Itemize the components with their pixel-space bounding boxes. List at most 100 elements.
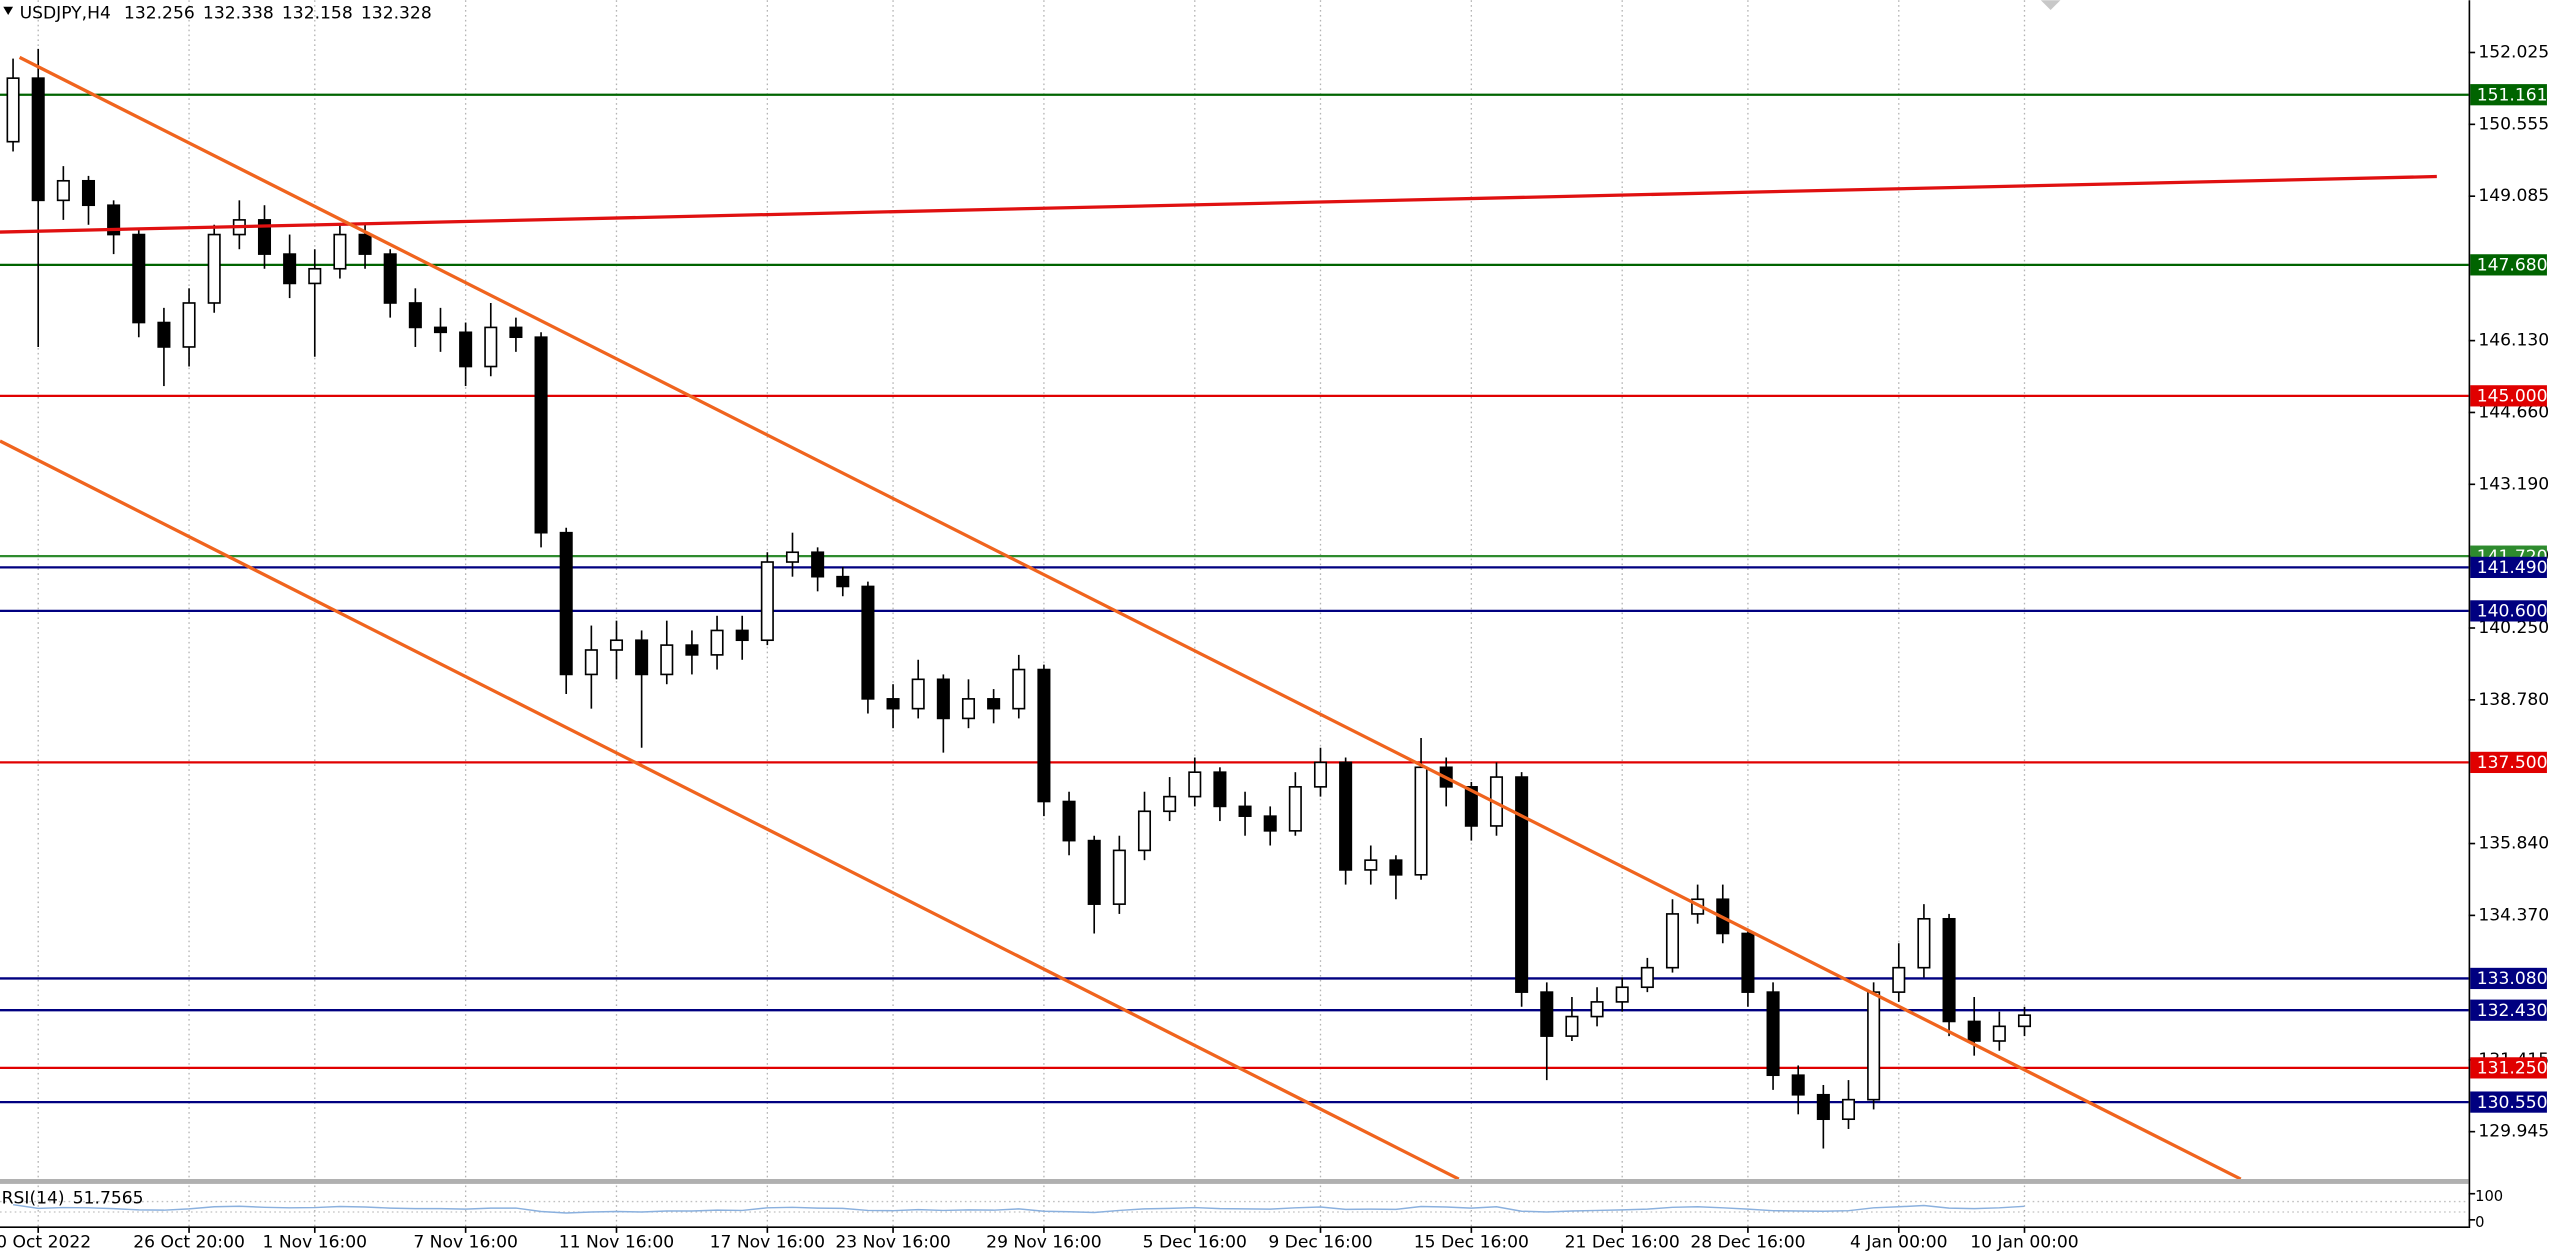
level-label: 132.430 xyxy=(2477,1001,2548,1021)
x-tick-label: 9 Dec 16:00 xyxy=(1268,1233,1372,1253)
level-label-box xyxy=(2470,254,2547,276)
candle-body xyxy=(1364,859,1378,871)
candle-body xyxy=(1163,795,1177,813)
symbol: USDJPY,H4 xyxy=(20,3,111,23)
quote-close: 132.328 xyxy=(361,3,432,23)
trendline xyxy=(18,55,2242,1181)
x-tick-label: 4 Jan 00:00 xyxy=(1850,1233,1948,1253)
x-tick-label: 28 Dec 16:00 xyxy=(1690,1233,1805,1253)
level-label: 141.490 xyxy=(2477,558,2548,578)
time-axis: 20 Oct 2022 26 Oct 20:00 1 Nov 16:00 7 Nov … xyxy=(0,1228,2079,1253)
candle-body xyxy=(1590,1001,1604,1018)
candle-body xyxy=(1816,1093,1830,1121)
candle-body xyxy=(107,204,121,236)
candle-body xyxy=(785,551,800,563)
candle-body xyxy=(1766,991,1780,1077)
menu-triangle xyxy=(3,6,14,15)
x-tick-label: 10 Jan 00:00 xyxy=(1970,1233,2078,1253)
candle-body xyxy=(1464,786,1478,827)
candle-body xyxy=(961,698,976,720)
candle-body xyxy=(735,629,749,642)
candle-body xyxy=(1967,1020,1981,1042)
candle-body xyxy=(861,585,875,700)
candle-body xyxy=(559,531,573,676)
candle-body xyxy=(1263,815,1277,832)
candle-body xyxy=(1992,1025,2006,1042)
candle-body xyxy=(408,302,422,329)
candle-body xyxy=(31,77,45,202)
level-label-box xyxy=(2470,600,2547,622)
x-tick-label: 11 Nov 16:00 xyxy=(559,1233,674,1253)
candle-body xyxy=(534,336,548,534)
candle-body xyxy=(1213,771,1227,808)
y-tick-label: 146.130 xyxy=(2478,331,2549,351)
rsi-name: RSI(14) xyxy=(2,1189,65,1209)
candle-body xyxy=(987,698,1001,710)
candle-body xyxy=(1917,917,1931,969)
candle-body xyxy=(81,179,96,207)
candle-body xyxy=(1339,761,1353,871)
candle-body xyxy=(1841,1098,1856,1121)
x-tick-label: 5 Dec 16:00 xyxy=(1143,1233,1247,1253)
candle-body xyxy=(383,253,397,304)
y-tick-label: 140.250 xyxy=(2478,618,2549,638)
level-label-box xyxy=(2470,751,2547,774)
candle-body xyxy=(433,326,448,334)
quote-open: 132.256 xyxy=(124,3,195,23)
candle-body xyxy=(1389,859,1403,876)
candle-body xyxy=(1037,668,1051,803)
rsi-tick-label: 100 xyxy=(2475,1188,2503,1205)
candle-body xyxy=(635,639,649,676)
x-tick-label: 26 Oct 20:00 xyxy=(133,1233,245,1253)
candle-body xyxy=(1640,966,1654,989)
candle-body xyxy=(1942,917,1956,1023)
x-tick-label: 23 Nov 16:00 xyxy=(835,1233,950,1253)
trendlines xyxy=(0,55,2437,1181)
candle-body xyxy=(6,77,20,143)
candle-body xyxy=(710,629,724,656)
level-label: 145.000 xyxy=(2477,387,2548,407)
x-tick-label: 17 Nov 16:00 xyxy=(710,1233,825,1253)
candle-body xyxy=(1313,761,1328,788)
y-tick-label: 134.370 xyxy=(2478,905,2549,925)
trendline xyxy=(0,174,2437,234)
candle-body xyxy=(660,644,674,676)
quote-high: 132.338 xyxy=(203,3,274,23)
y-tick-label: 135.840 xyxy=(2478,834,2549,854)
candle-body xyxy=(1615,986,1629,1003)
candle-body xyxy=(811,551,825,578)
y-tick-label: 149.085 xyxy=(2478,186,2549,206)
candle-body xyxy=(207,233,221,304)
candle-body xyxy=(56,179,70,202)
candles xyxy=(6,48,2032,1149)
level-label-box xyxy=(2470,1057,2547,1079)
candle-body xyxy=(685,644,699,656)
x-tick-label: 21 Dec 16:00 xyxy=(1565,1233,1680,1253)
panel-separator xyxy=(0,1179,2469,1184)
level-label-box xyxy=(2470,556,2547,579)
candle-body xyxy=(1188,771,1202,798)
level-labels: 151.161147.680145.000141.720141.490140.6… xyxy=(2470,84,2548,1113)
candle-body xyxy=(936,678,950,720)
x-tick-label: 7 Nov 16:00 xyxy=(413,1233,518,1253)
candle-body xyxy=(484,326,498,368)
candle-body xyxy=(1288,786,1302,832)
x-tick-label: 20 Oct 2022 xyxy=(0,1233,91,1253)
candle-body xyxy=(1137,810,1152,852)
level-label-box xyxy=(2470,385,2547,407)
levels xyxy=(0,93,2469,1104)
rsi-line xyxy=(12,1203,2025,1214)
candle-body xyxy=(760,561,774,642)
candle-body xyxy=(157,321,171,348)
candle-body xyxy=(1741,932,1755,993)
y-tick-label: 129.945 xyxy=(2478,1122,2549,1142)
y-tick-label: 152.025 xyxy=(2478,42,2549,62)
candle-body xyxy=(1565,1015,1579,1037)
candle-body xyxy=(584,649,598,676)
candle-body xyxy=(283,253,297,285)
x-tick-label: 29 Nov 16:00 xyxy=(986,1233,1101,1253)
rsi-value: 51.7565 xyxy=(73,1189,144,1209)
candle-body xyxy=(182,302,196,348)
candle-body xyxy=(836,575,850,588)
